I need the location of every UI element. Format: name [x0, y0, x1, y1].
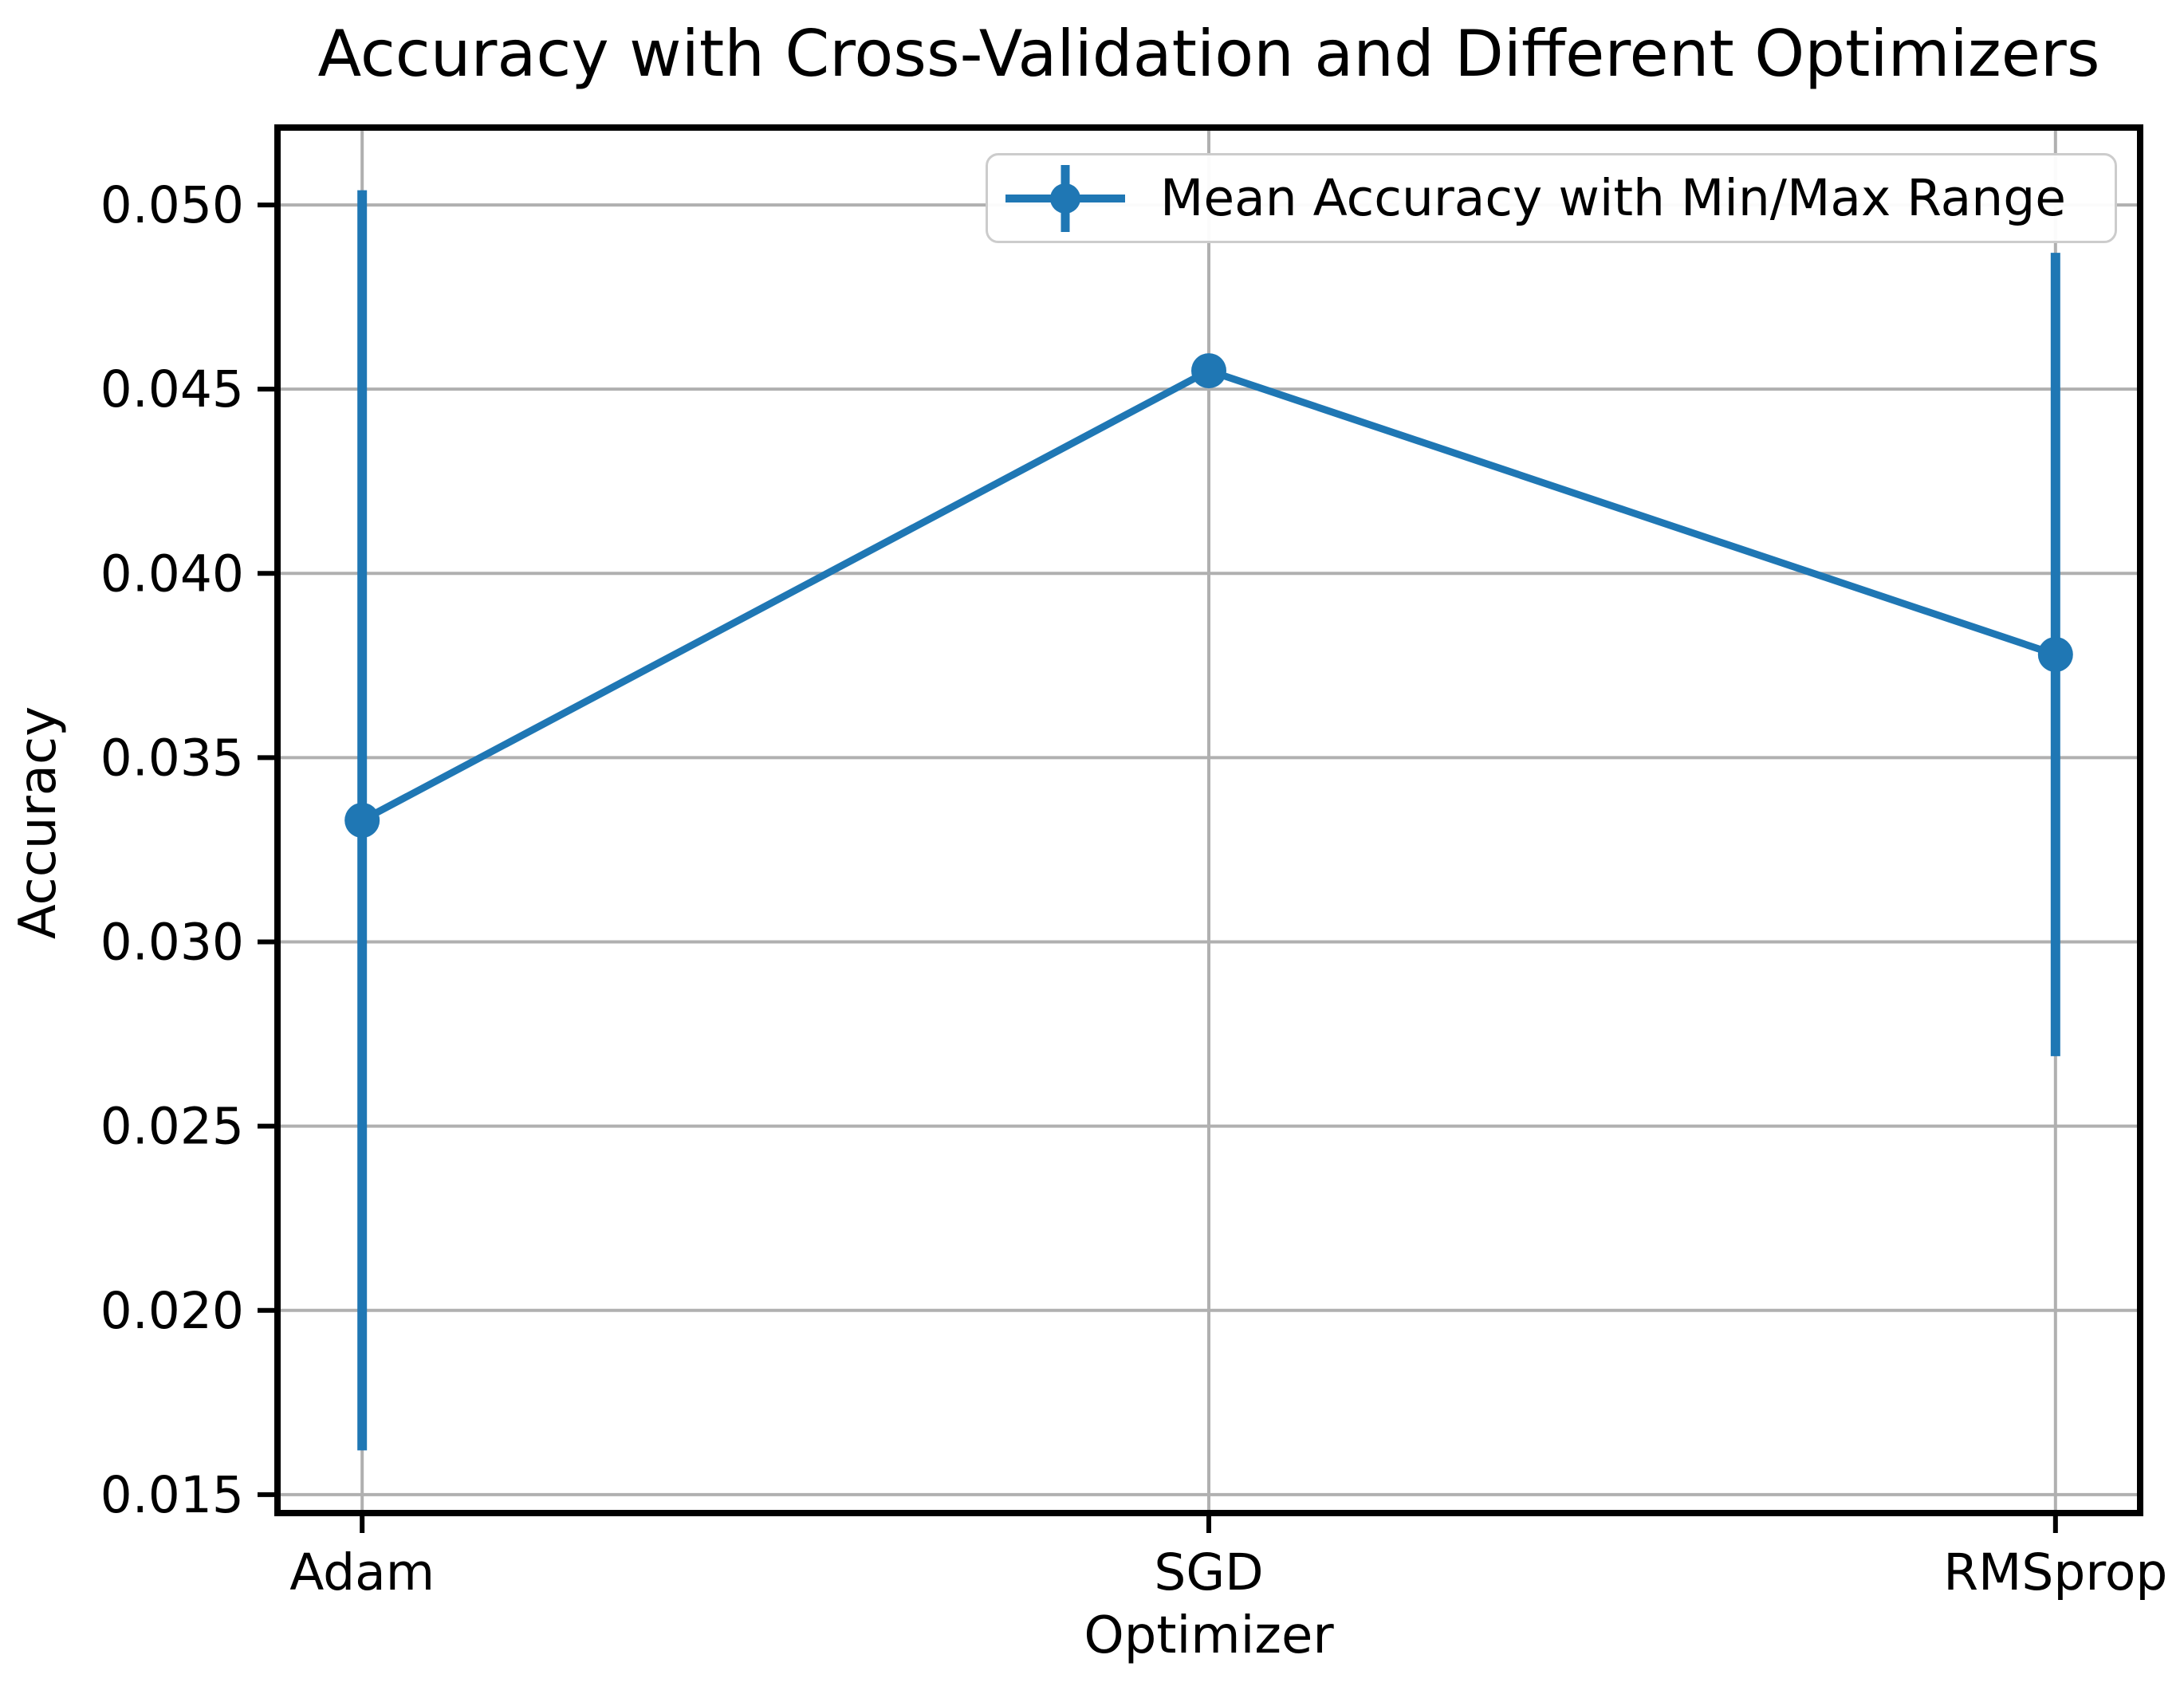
x-tick-label: Adam	[289, 1543, 435, 1602]
y-tick-label: 0.030	[100, 914, 244, 972]
y-tick-label: 0.050	[100, 176, 244, 234]
y-axis-label: Accuracy	[9, 706, 68, 940]
legend: Mean Accuracy with Min/Max Range	[986, 153, 2117, 243]
x-axis-label: Optimizer	[1084, 1606, 1334, 1665]
y-tick-label: 0.025	[100, 1098, 244, 1156]
y-tick-label: 0.020	[100, 1282, 244, 1340]
legend-errorbar-glyph	[1005, 164, 1125, 232]
y-tick-label: 0.015	[100, 1466, 244, 1524]
x-tick-label: SGD	[1154, 1543, 1263, 1602]
chart-title: Accuracy with Cross-Validation and Diffe…	[317, 17, 2100, 91]
legend-glyph-marker	[1050, 183, 1080, 214]
data-point-marker	[2037, 636, 2073, 672]
y-tick-label: 0.035	[100, 729, 244, 787]
y-tick-label: 0.045	[100, 360, 244, 419]
x-tick-label: RMSprop	[1943, 1543, 2167, 1602]
data-point-marker	[1191, 353, 1226, 389]
data-point-marker	[344, 803, 380, 838]
y-tick-label: 0.040	[100, 544, 244, 603]
legend-label: Mean Accuracy with Min/Max Range	[1160, 169, 2066, 227]
